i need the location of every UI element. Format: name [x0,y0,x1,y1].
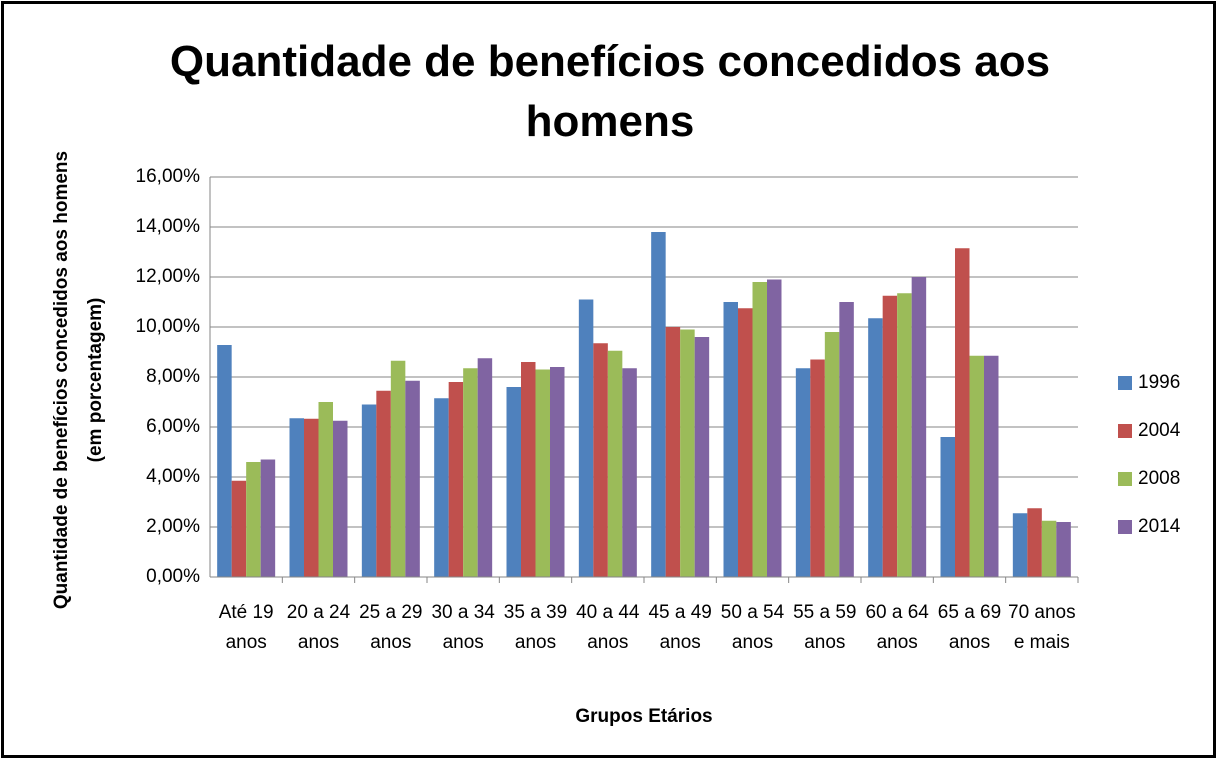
legend-swatch [1118,520,1132,534]
y-tick-label: 12,00% [136,266,201,287]
bar [318,402,333,577]
bar [738,308,753,577]
y-tick-label: 16,00% [136,166,201,187]
legend-swatch [1118,376,1132,390]
bar [390,360,406,577]
bar [752,282,767,577]
y-tick-label: 6,00% [146,416,200,437]
x-tick-label: 65 a 69 anos [937,602,1002,653]
x-axis-label: Grupos Etários [575,706,712,727]
bar [622,368,637,577]
bar [477,358,493,577]
y-tick-label: 14,00% [136,216,201,237]
bar [767,279,782,577]
chart-title: Quantidade de benefícios concedidos aos … [169,37,1051,146]
y-tick-label: 8,00% [146,366,200,387]
y-tick-label: 10,00% [136,316,201,337]
bar [651,232,666,577]
bar [521,362,536,577]
y-axis-label: Quantidade de benefícios concedidos aos … [51,151,72,609]
bar [448,382,464,577]
x-tick-label: 40 a 44 anos [576,602,640,653]
legend-swatch [1118,424,1132,438]
bar [911,277,927,577]
x-tick-label: 55 a 59 anos [793,602,857,653]
bar [882,295,898,577]
bar [969,355,984,577]
bar [376,390,391,577]
bar [231,480,247,577]
bar [897,293,912,577]
bar [434,398,449,577]
bar [810,359,825,577]
bar [304,418,319,577]
x-tick-label: 50 a 54 anos [720,602,785,653]
bar [694,337,710,577]
y-tick-label: 4,00% [146,466,200,487]
bar [984,355,999,577]
bar [217,345,232,577]
bar [868,318,883,577]
y-tick-label: 2,00% [146,516,200,537]
y-tick-label: 0,00% [146,566,200,587]
bar [1041,520,1057,577]
bar [333,420,348,577]
bar [1056,522,1071,577]
x-tick-label: Até 19 anos [218,602,274,653]
bar [940,437,955,577]
bar [593,343,608,577]
bar [405,380,420,577]
bar [955,248,970,577]
x-tick-label: 35 a 39 anos [503,602,568,653]
bar [607,350,623,577]
bar [463,368,478,577]
legend-label: 2004 [1138,420,1181,441]
bar [535,369,550,577]
bar [824,332,840,577]
x-tick-label: 70 anos e mais [1008,602,1076,653]
legend-label: 2014 [1138,516,1181,537]
x-tick-label: 25 a 29 anos [359,602,423,653]
x-tick-label: 45 a 49 anos [648,602,712,653]
bar [723,302,738,577]
bar [680,329,695,577]
x-tick-label: 30 a 34 anos [431,602,495,653]
bar [289,418,304,577]
x-tick-label: 20 a 24 anos [286,602,351,653]
bar [795,368,811,577]
bar [1012,513,1028,577]
bar [578,299,594,577]
legend-label: 2008 [1138,468,1180,489]
x-tick-label: 60 a 64 anos [865,602,929,653]
legend-label: 1996 [1138,372,1180,393]
bar [506,387,521,577]
bar [361,404,377,577]
y-axis-label: (em porcentagem) [85,298,106,463]
bar [260,459,276,577]
bar [665,327,681,577]
legend-swatch [1118,472,1132,486]
bar [1027,508,1042,577]
bar [550,367,565,577]
bar [246,462,261,577]
bar [839,302,854,577]
